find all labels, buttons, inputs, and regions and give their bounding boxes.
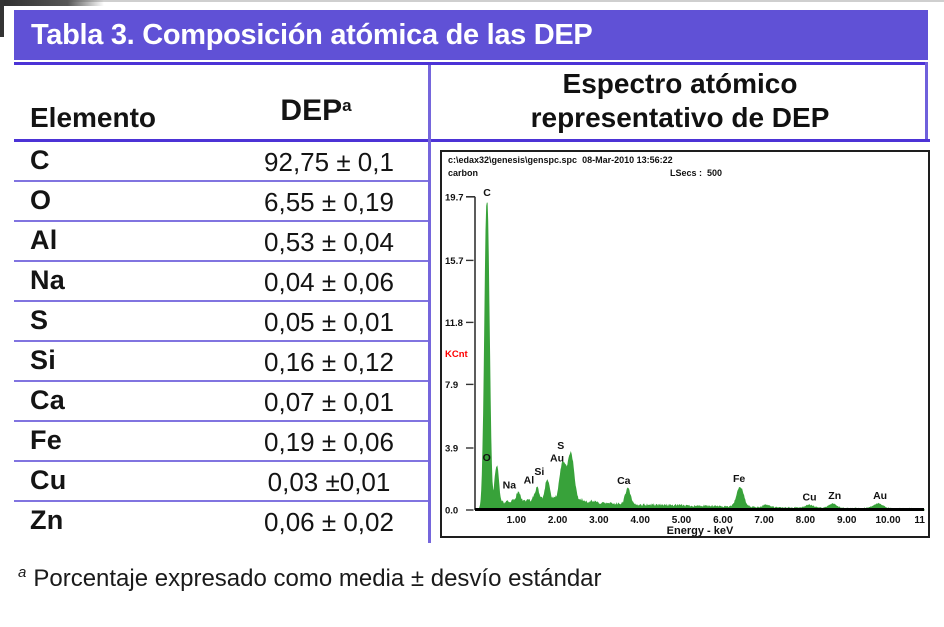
table-title-bar: Tabla 3. Composición atómica de las DEP	[14, 10, 928, 60]
svg-text:6.00: 6.00	[713, 515, 733, 526]
rule-under-title	[14, 62, 928, 65]
svg-text:11.8: 11.8	[445, 318, 463, 329]
element-symbol: Al	[30, 225, 58, 255]
svg-text:O: O	[483, 452, 491, 464]
scan-artifact-top	[0, 0, 944, 2]
element-symbol: Zn	[30, 505, 64, 535]
column-divider	[428, 65, 431, 543]
table-row: Cu 0,03 ±0,01	[14, 462, 428, 502]
scan-artifact-left	[0, 0, 4, 37]
footnote-marker: a	[18, 564, 27, 581]
element-value: 0,19 ± 0,06	[264, 427, 394, 457]
element-value: 0,53 ± 0,04	[264, 227, 394, 257]
svg-text:Si: Si	[534, 466, 544, 478]
spectrum-file-path: c:\edax32\genesis\genspc.spc 08-Mar-2010…	[448, 155, 673, 165]
svg-text:9.00: 9.00	[837, 515, 857, 526]
svg-text:Au: Au	[873, 490, 887, 502]
table-row: Na 0,04 ± 0,06	[14, 262, 428, 302]
svg-text:19.7: 19.7	[445, 192, 464, 203]
element-symbol: O	[30, 185, 52, 215]
element-value: 0,05 ± 0,01	[264, 307, 394, 337]
spectrum-heading-line2: representativo de DEP	[530, 102, 830, 133]
svg-text:KCnt: KCnt	[445, 349, 469, 360]
svg-text:Na: Na	[503, 479, 517, 491]
svg-text:1.00: 1.00	[507, 515, 527, 526]
spectrum-heading-line1: Espectro atómico	[562, 68, 798, 99]
table-row: Al 0,53 ± 0,04	[14, 222, 428, 262]
svg-text:3.00: 3.00	[589, 515, 609, 526]
footnote-text: Porcentaje expresado como media ± desvío…	[33, 565, 602, 592]
table-row: Zn 0,06 ± 0,02	[14, 502, 428, 542]
table-title: Tabla 3. Composición atómica de las DEP	[31, 19, 593, 51]
svg-text:Fe: Fe	[733, 473, 745, 485]
table-row: Ca 0,07 ± 0,01	[14, 382, 428, 422]
header-right-border	[925, 62, 928, 142]
element-value: 6,55 ± 0,19	[264, 187, 394, 217]
element-table: C 92,75 ± 0,1 O 6,55 ± 0,19 Al 0,53 ± 0,04 …	[14, 142, 428, 542]
table-row: S 0,05 ± 0,01	[14, 302, 428, 342]
column-header-dep: DEPa	[196, 94, 436, 128]
element-value: 92,75 ± 0,1	[264, 147, 394, 177]
svg-text:Au: Au	[550, 453, 564, 465]
svg-text:7.00: 7.00	[754, 515, 774, 526]
svg-text:15.7: 15.7	[445, 256, 464, 267]
column-header-elemento: Elemento	[30, 102, 157, 133]
dep-label: DEP	[280, 94, 343, 127]
dep-footnote-marker: a	[342, 96, 352, 115]
svg-text:Cu: Cu	[803, 491, 817, 503]
element-symbol: Si	[30, 345, 57, 375]
table-row: O 6,55 ± 0,19	[14, 182, 428, 222]
table-row: C 92,75 ± 0,1	[14, 142, 428, 182]
element-symbol: Fe	[30, 425, 63, 455]
svg-text:2.00: 2.00	[548, 515, 568, 526]
edx-spectrum-image: 0.0 3.9 7.9 11.8 15.7 19.7 KCnt 1.00 2.00 3.00 4.0…	[440, 150, 930, 538]
table-row: Si 0,16 ± 0,12	[14, 342, 428, 382]
footnote: a Porcentaje expresado como media ± desví…	[18, 564, 602, 593]
element-value: 0,06 ± 0,02	[264, 507, 394, 537]
svg-text:4.00: 4.00	[630, 515, 650, 526]
rule-under-headers	[14, 139, 930, 142]
element-value: 0,03 ±0,01	[267, 467, 391, 497]
element-value: 0,04 ± 0,06	[264, 267, 394, 297]
element-symbol: C	[30, 145, 50, 175]
svg-text:10.00: 10.00	[875, 515, 900, 526]
svg-text:Al: Al	[524, 475, 535, 487]
svg-text:Energy - keV: Energy - keV	[667, 525, 734, 536]
element-value: 0,07 ± 0,01	[264, 387, 394, 417]
svg-text:8.00: 8.00	[796, 515, 816, 526]
svg-text:7.9: 7.9	[445, 380, 458, 391]
svg-text:C: C	[483, 187, 491, 199]
svg-text:11: 11	[914, 515, 925, 526]
element-symbol: Ca	[30, 385, 66, 415]
element-symbol: Na	[30, 265, 66, 295]
svg-text:Zn: Zn	[828, 490, 841, 502]
table-row: Fe 0,19 ± 0,06	[14, 422, 428, 462]
svg-text:Ca: Ca	[617, 475, 631, 487]
svg-text:3.9: 3.9	[445, 444, 458, 455]
edx-spectrum-chart: 0.0 3.9 7.9 11.8 15.7 19.7 KCnt 1.00 2.00 3.00 4.0…	[445, 187, 925, 536]
svg-text:5.00: 5.00	[672, 515, 692, 526]
scan-artifact-corner	[0, 0, 104, 6]
element-value: 0,16 ± 0,12	[264, 347, 394, 377]
svg-text:S: S	[557, 440, 564, 452]
element-symbol: Cu	[30, 465, 67, 495]
svg-text:0.0: 0.0	[445, 506, 458, 517]
spectrum-lsecs-label: LSecs : 500	[670, 168, 723, 178]
element-symbol: S	[30, 305, 49, 335]
spectrum-sample-label: carbon	[448, 168, 479, 178]
spectrum-panel-heading: Espectro atómico representativo de DEP	[431, 67, 929, 135]
